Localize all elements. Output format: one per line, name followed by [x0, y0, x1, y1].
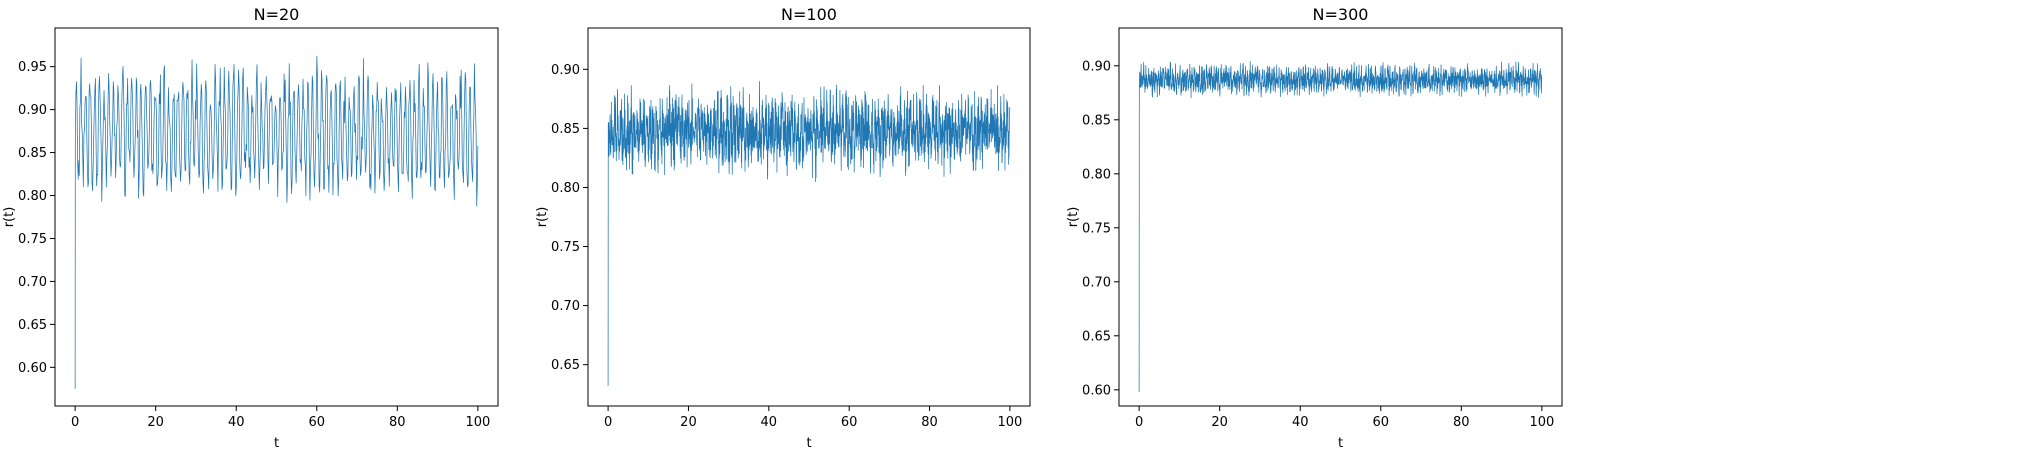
y-tick-label: 0.65	[551, 358, 580, 373]
x-tick-label: 100	[997, 415, 1022, 430]
y-tick-label: 0.80	[1082, 167, 1111, 182]
axes-frame	[587, 27, 1031, 407]
y-tick-label: 0.70	[551, 299, 580, 314]
chart-title: N=20	[254, 5, 300, 24]
x-tick-label: 20	[680, 415, 697, 430]
y-tick-label: 0.80	[18, 189, 47, 204]
x-tick-label: 80	[921, 415, 938, 430]
x-tick-label: 60	[841, 415, 858, 430]
y-tick-label: 0.95	[18, 60, 47, 75]
x-tick-label: 80	[389, 415, 406, 430]
y-tick-label: 0.90	[551, 63, 580, 78]
x-tick-label: 40	[761, 415, 778, 430]
x-tick-label: 20	[147, 415, 164, 430]
axes-frame	[1118, 27, 1563, 407]
x-tick-label: 0	[1135, 415, 1143, 430]
x-tick-label: 0	[604, 415, 612, 430]
chart-title: N=300	[1313, 5, 1369, 24]
y-tick-label: 0.85	[18, 146, 47, 161]
y-tick-label: 0.65	[18, 318, 47, 333]
y-tick-label: 0.60	[18, 361, 47, 376]
chart-panel-3: N=300 0 20 40 60 80 100 0.60 0.65 0.70 0.75 0.80 0.8…	[1066, 5, 1563, 451]
x-axis-label: t	[274, 436, 279, 451]
y-tick-label: 0.90	[18, 103, 47, 118]
y-tick-label: 0.75	[1082, 221, 1111, 236]
series-line	[607, 81, 1011, 386]
y-axis-label: r(t)	[535, 207, 550, 228]
y-axis-label: r(t)	[2, 207, 17, 228]
x-tick-label: 40	[1292, 415, 1309, 430]
y-tick-label: 0.70	[18, 275, 47, 290]
y-tick-label: 0.90	[1082, 59, 1111, 74]
y-tick-label: 0.65	[1082, 329, 1111, 344]
x-tick-label: 60	[308, 415, 325, 430]
chart-title: N=100	[781, 5, 837, 24]
axes-frame	[54, 27, 499, 407]
series-line	[1138, 61, 1543, 392]
x-tick-label: 100	[465, 415, 490, 430]
y-axis-label: r(t)	[1066, 207, 1081, 228]
y-tick-label: 0.70	[1082, 275, 1111, 290]
x-tick-label: 20	[1211, 415, 1228, 430]
y-tick-label: 0.85	[551, 122, 580, 137]
x-tick-label: 80	[1453, 415, 1470, 430]
y-tick-label: 0.80	[551, 181, 580, 196]
series-line	[74, 55, 479, 389]
y-tick-label: 0.60	[1082, 383, 1111, 398]
x-axis-label: t	[1338, 436, 1343, 451]
x-tick-label: 0	[71, 415, 79, 430]
x-axis-label: t	[806, 436, 811, 451]
y-tick-label: 0.75	[551, 240, 580, 255]
x-tick-label: 60	[1372, 415, 1389, 430]
y-tick-label: 0.75	[18, 232, 47, 247]
x-tick-label: 40	[228, 415, 245, 430]
chart-panel-2: N=100 0 20 40 60 80 100 0.65 0.70 0.75 0.80 0.85 0.9…	[535, 5, 1031, 451]
y-tick-label: 0.85	[1082, 113, 1111, 128]
x-tick-label: 100	[1529, 415, 1554, 430]
chart-panel-1: N=20 0 20 40 60 80 100 0.60 0.65 0.70 0.75 0.80 0.85…	[2, 5, 499, 451]
